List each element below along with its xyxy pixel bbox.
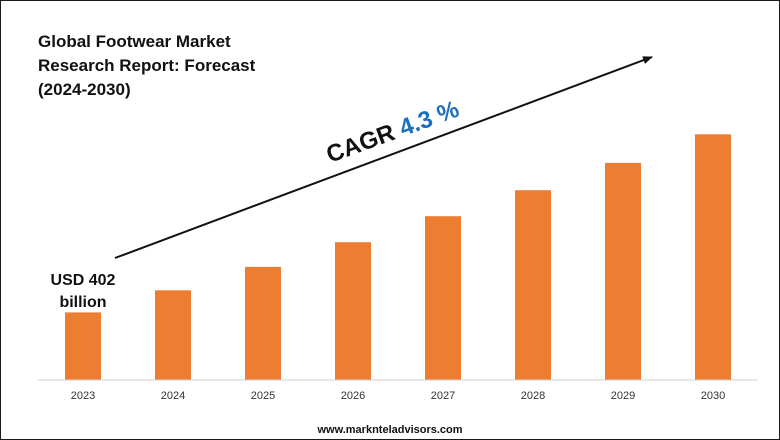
- x-tick-label: 2026: [341, 390, 365, 402]
- bar-2029: [605, 162, 641, 380]
- bar-2025: [245, 266, 281, 380]
- cagr-label: CAGR: [323, 119, 399, 169]
- start-value-label: USD 402 billion: [50, 272, 116, 311]
- x-tick-label: 2029: [611, 390, 635, 402]
- bar-2030: [695, 134, 731, 380]
- bars-layer: [65, 134, 731, 380]
- bar-2023: [65, 312, 101, 380]
- cagr-value: 4.3 %: [396, 96, 463, 142]
- x-tick-label: 2027: [431, 390, 455, 402]
- bar-2024: [155, 290, 191, 380]
- footer-url: www.marknteladvisors.com: [317, 424, 463, 436]
- bar-2027: [425, 216, 461, 380]
- x-tick-label: 2025: [251, 390, 275, 402]
- x-tick-labels: 2023 2024 2025 2026 2027 2028 2029 2030: [71, 390, 725, 402]
- cagr-annotation: CAGR4.3 %: [323, 96, 463, 169]
- x-tick-label: 2028: [521, 390, 545, 402]
- x-tick-label: 2023: [71, 390, 95, 402]
- bar-2026: [335, 242, 371, 380]
- chart-title: Global Footwear Market Research Report: …: [38, 32, 256, 99]
- x-tick-label: 2030: [701, 390, 725, 402]
- bar-2028: [515, 190, 551, 380]
- cagr-arrow: [114, 56, 653, 259]
- x-tick-label: 2024: [161, 390, 185, 402]
